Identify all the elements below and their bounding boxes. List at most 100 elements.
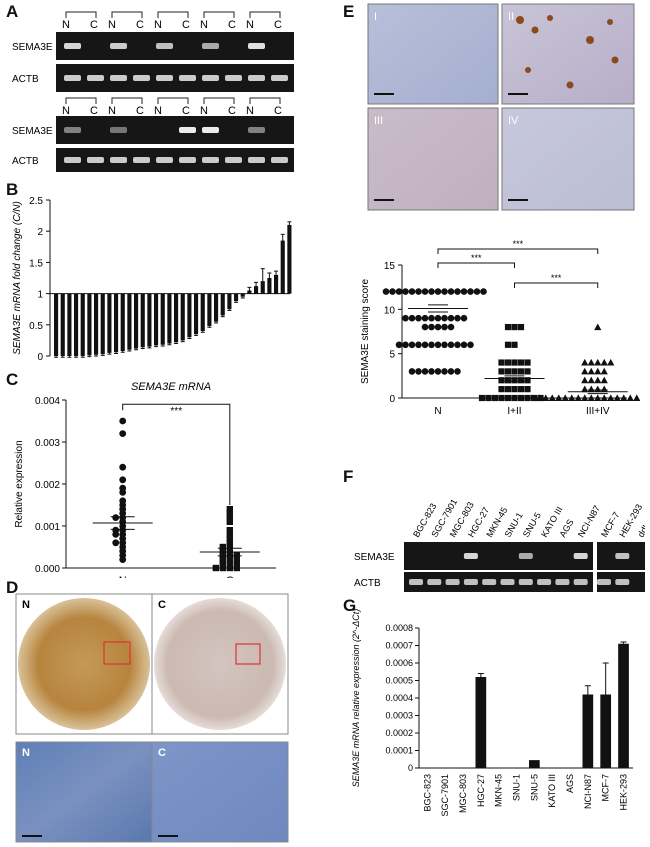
- bar: [147, 293, 152, 347]
- chart-g: 0 0.0001 0.0002 0.0003 0.0004 0.0005 0.0006 0.0…: [351, 609, 633, 817]
- data-point: [428, 288, 435, 295]
- tissue-n-zoom-box: [103, 641, 131, 665]
- data-point: [447, 341, 455, 349]
- data-point: [428, 314, 435, 322]
- ihc-label-4: IV: [508, 115, 519, 127]
- bar: [174, 293, 179, 343]
- data-point: [498, 368, 505, 375]
- gel-row-label: ACTB: [12, 156, 39, 167]
- panel-label-g: G: [343, 596, 357, 615]
- bar: [180, 293, 185, 341]
- x-tick-label: MKN-45: [494, 774, 504, 807]
- data-point: [226, 556, 233, 563]
- ihc-label-2: II: [508, 11, 514, 23]
- data-point: [491, 394, 499, 402]
- ihc-label-3: III: [374, 115, 383, 127]
- data-point: [600, 376, 608, 384]
- data-point: [434, 288, 442, 295]
- x-tick-label: SNU-5: [529, 774, 539, 801]
- data-point: [226, 535, 233, 542]
- x-category-label: N: [434, 406, 441, 417]
- data-point: [402, 314, 409, 322]
- chart-c: SEMA3E mRNA 0.000 0.001 0.002 0.003 0.004 Rela…: [14, 381, 276, 578]
- data-point: [441, 368, 448, 375]
- gel-band: [409, 579, 423, 585]
- y-tick-label: 1: [37, 290, 43, 301]
- lane-label: N: [154, 105, 162, 117]
- lane-label: C: [228, 19, 236, 31]
- data-point: [415, 341, 422, 349]
- gel-band: [156, 43, 173, 49]
- bar: [167, 293, 172, 344]
- y-axis-label: SEMA3E mRNA relative expression (2^-ΔCt): [351, 609, 361, 787]
- x-tick-label: BGC-823: [422, 774, 432, 812]
- data-point: [587, 394, 595, 401]
- lane-label: C: [90, 19, 98, 31]
- data-point: [587, 385, 595, 393]
- data-point: [504, 341, 512, 348]
- y-tick-label: 0.0001: [385, 746, 413, 756]
- data-point: [441, 314, 448, 322]
- data-point: [504, 359, 512, 366]
- bar: [54, 293, 59, 356]
- data-point: [626, 394, 634, 401]
- data-point: [219, 556, 226, 563]
- cell-line-label: NCI-N87: [576, 504, 602, 539]
- data-point: [112, 514, 120, 521]
- gel-band: [445, 579, 460, 585]
- lane-pair-bracket: [203, 11, 235, 18]
- data-point: [498, 386, 505, 393]
- bar: [220, 293, 225, 316]
- lane-label: C: [274, 105, 282, 117]
- data-point: [428, 323, 435, 331]
- y-tick-label: 0.0002: [385, 728, 413, 738]
- gel-band: [537, 579, 552, 585]
- y-tick-label: 0: [408, 763, 413, 773]
- data-point: [219, 543, 226, 551]
- ihc-image-4: [501, 107, 635, 211]
- y-tick-label: 0.000: [35, 564, 60, 575]
- bar: [120, 293, 125, 352]
- data-point: [485, 394, 492, 402]
- gel-band: [133, 157, 150, 163]
- gel-band: [573, 579, 588, 585]
- y-tick-label: 0: [389, 394, 395, 405]
- bar: [234, 293, 239, 302]
- y-tick-label: 10: [384, 305, 396, 316]
- data-point: [511, 368, 518, 375]
- panel-d-tissue: N C N C: [15, 593, 289, 843]
- data-point: [542, 394, 550, 401]
- panel-label-e: E: [343, 2, 355, 21]
- y-tick-label: 0.0004: [385, 693, 413, 703]
- ihc-image-3: [367, 107, 499, 211]
- lane-label: C: [182, 105, 190, 117]
- data-point: [535, 394, 543, 401]
- data-point: [219, 560, 226, 567]
- y-tick-label: 0.0008: [385, 623, 413, 633]
- gel-band: [110, 43, 127, 49]
- y-tick-label: 2.5: [29, 196, 43, 207]
- gel-band: [64, 127, 81, 133]
- data-point: [119, 430, 127, 437]
- gel-band: [202, 157, 219, 163]
- chart-c-plot: SEMA3E mRNA 0.000 0.001 0.002 0.003 0.004 Rela…: [14, 381, 276, 578]
- y-axis-label: SEMA3E mRNA fold change (C/N): [12, 201, 23, 355]
- y-tick-label: 5: [389, 350, 395, 361]
- cell-line-label: ddH₂O: [636, 511, 645, 539]
- data-point: [447, 368, 455, 375]
- panel-label-a: A: [6, 2, 19, 21]
- significance-label: ***: [170, 406, 182, 417]
- chart-g-plot: 0 0.0001 0.0002 0.0003 0.0004 0.0005 0.0006 0.0…: [351, 609, 633, 817]
- lane-pair-bracket: [111, 11, 143, 18]
- bar: [207, 293, 212, 327]
- bar: [87, 293, 92, 356]
- gel-row-label: ACTB: [354, 578, 381, 589]
- gel-band: [518, 553, 533, 559]
- data-point: [594, 367, 602, 375]
- y-tick-label: 15: [384, 261, 396, 272]
- gel-band: [518, 579, 533, 585]
- lane-pair-bracket: [65, 97, 97, 104]
- gel-band: [87, 75, 104, 81]
- lane-label: N: [200, 19, 208, 31]
- lane-pair-bracket: [65, 11, 97, 18]
